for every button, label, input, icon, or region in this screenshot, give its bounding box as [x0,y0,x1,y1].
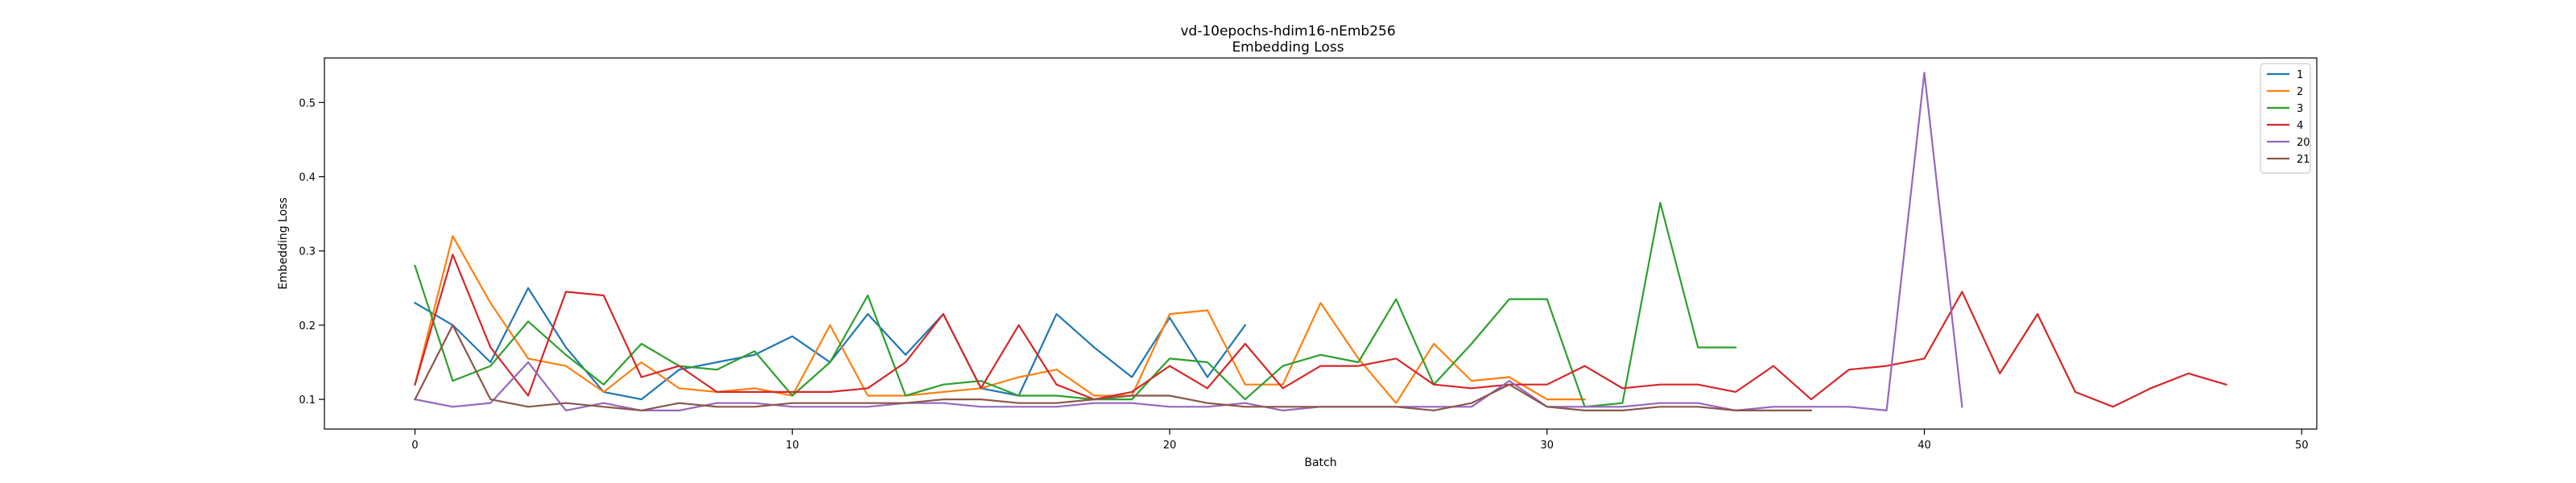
x-axis-label: Batch [1304,456,1336,469]
legend-label: 4 [2297,120,2303,132]
y-tick-label: 0.2 [299,320,316,332]
x-tick-label: 0 [411,440,418,452]
series-line-2 [414,235,1586,404]
series-line-20 [414,72,1963,411]
legend-label: 3 [2297,103,2303,115]
x-tick-label: 30 [1540,440,1554,452]
x-tick-label: 40 [1918,440,1931,452]
series-line-21 [414,324,1812,411]
series-line-4 [414,254,2227,408]
series-layer [413,72,2227,411]
legend-label: 21 [2297,154,2310,166]
y-tick-label: 0.5 [299,97,316,109]
chart-subtitle: Embedding Loss [1232,39,1344,56]
y-axis-label: Embedding Loss [277,197,290,290]
series-line-3 [414,201,1737,408]
series-line-1 [413,287,1247,401]
x-tick-label: 50 [2295,440,2309,452]
plot-area [324,57,2318,430]
y-tick-label: 0.1 [299,394,316,407]
x-tick-label: 20 [1163,440,1177,452]
chart-title: vd-10epochs-hdim16-nEmb256 [1180,23,1395,39]
axis-ticks: 0 10 20 30 40 50 0.1 0.2 0.3 0.4 0.5 [299,97,2308,452]
legend-label: 1 [2297,69,2303,81]
x-tick-label: 10 [786,440,799,452]
legend-label: 2 [2297,86,2303,98]
legend-label: 20 [2297,137,2310,149]
y-tick-label: 0.4 [299,172,316,184]
y-tick-label: 0.3 [299,246,316,258]
legend: 1 2 3 4 20 21 [2260,63,2311,174]
